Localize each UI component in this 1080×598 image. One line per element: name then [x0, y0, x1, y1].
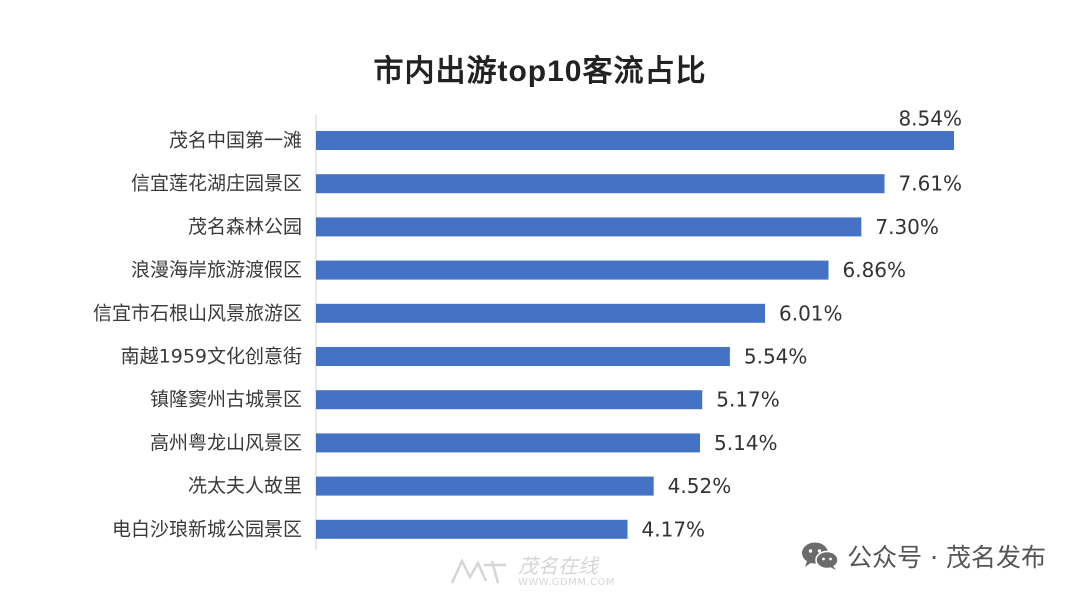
bar — [316, 390, 703, 410]
watermark-text: 公众号 · 茂名发布 — [847, 543, 1046, 572]
category-label: 电白沙琅新城公园景区 — [112, 518, 302, 540]
value-label: 8.54% — [898, 107, 962, 131]
category-label: 南越1959文化创意街 — [121, 346, 302, 368]
site-logo-name: 茂名在线 — [518, 554, 598, 578]
bar — [316, 174, 885, 194]
bar — [316, 303, 765, 323]
category-label: 信宜市石根山风景旅游区 — [93, 302, 302, 324]
wechat-watermark: 公众号 · 茂名发布 — [801, 538, 1046, 574]
value-label: 5.14% — [714, 431, 778, 455]
bar — [316, 131, 954, 150]
category-label: 浪漫海岸旅游渡假区 — [131, 259, 302, 281]
category-label: 冼太夫人故里 — [188, 475, 302, 497]
chart-bars — [316, 131, 954, 539]
value-label: 6.01% — [779, 301, 843, 325]
bar — [316, 519, 628, 539]
category-label: 高州粤龙山风景区 — [150, 432, 302, 454]
site-logo-url: WWW.GDMM.COM — [518, 577, 616, 588]
bar — [316, 217, 862, 237]
value-label: 7.30% — [875, 215, 939, 239]
bar — [316, 476, 654, 496]
site-logo-icon — [450, 558, 506, 584]
value-label: 4.52% — [668, 474, 732, 498]
category-label: 信宜莲花湖庄园景区 — [131, 173, 302, 195]
bar — [316, 433, 700, 453]
value-label: 7.61% — [899, 172, 963, 196]
category-label: 镇隆窦州古城景区 — [150, 389, 302, 411]
chart-title: 市内出游top10客流占比 — [373, 55, 707, 88]
value-label: 6.86% — [842, 258, 906, 282]
site-logo: 茂名在线 WWW.GDMM.COM — [448, 555, 615, 589]
value-labels: 8.54% 7.61% 7.30% 6.86% 6.01% 5.54% 5.17% 5.14%… — [642, 107, 963, 542]
bar — [316, 260, 829, 280]
category-labels: 茂名中国第一滩信宜莲花湖庄园景区茂名森林公园浪漫海岸旅游渡假区信宜市石根山风景旅… — [93, 130, 302, 541]
category-label: 茂名中国第一滩 — [169, 130, 302, 152]
category-label: 茂名森林公园 — [188, 216, 302, 238]
value-label: 4.17% — [642, 517, 706, 541]
value-label: 5.17% — [716, 388, 780, 412]
value-label: 5.54% — [744, 345, 808, 369]
wechat-icon — [802, 542, 839, 570]
bar — [316, 347, 730, 366]
